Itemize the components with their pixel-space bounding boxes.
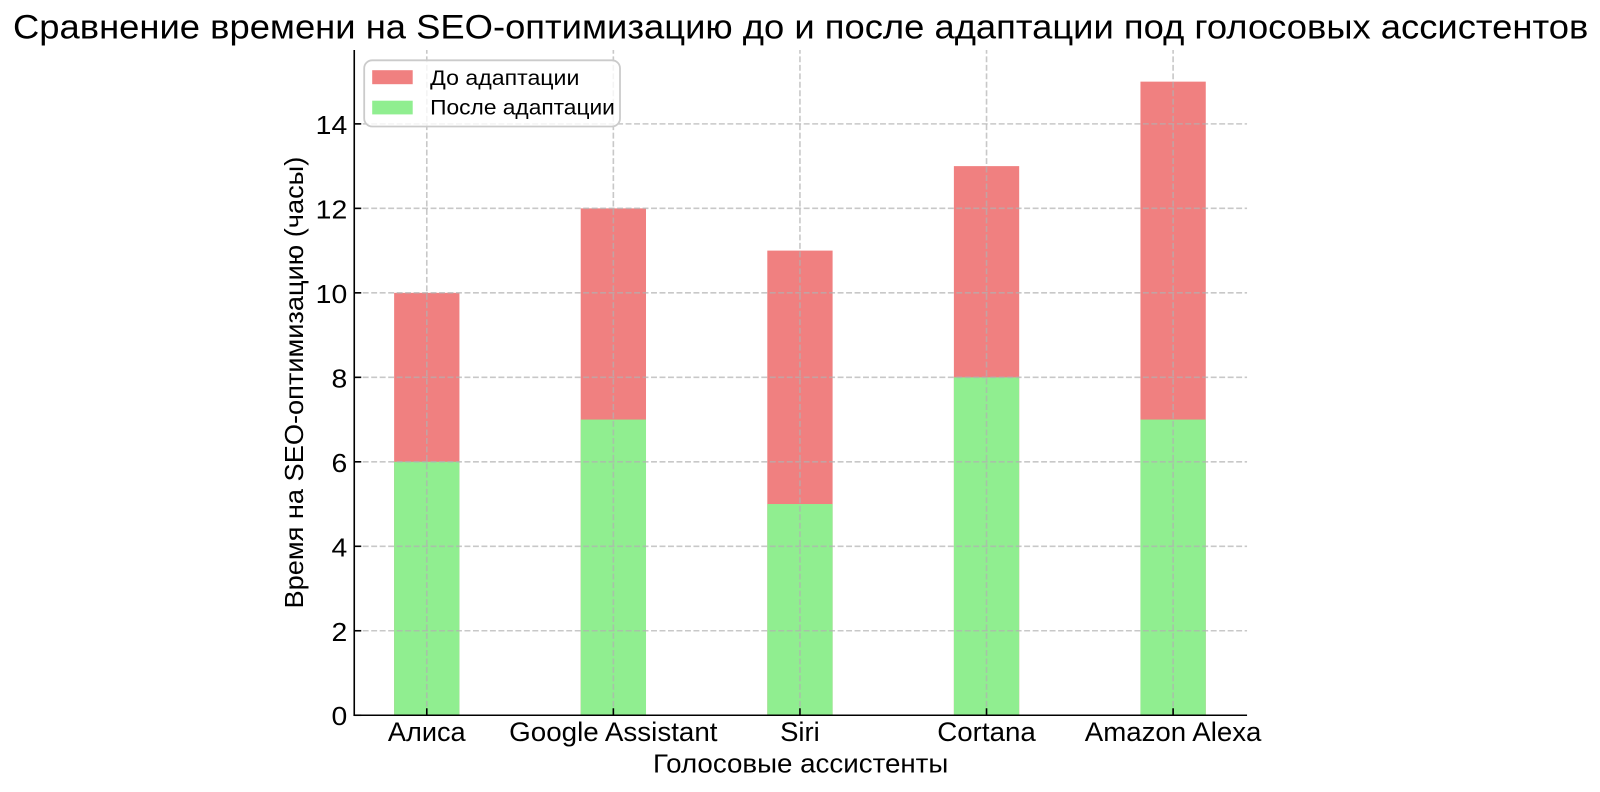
svg-text:2: 2 <box>331 617 347 647</box>
svg-text:0: 0 <box>331 701 347 731</box>
svg-text:12: 12 <box>316 194 348 224</box>
svg-text:4: 4 <box>331 532 347 562</box>
svg-text:Siri: Siri <box>780 717 820 747</box>
svg-text:Google Assistant: Google Assistant <box>509 717 718 747</box>
svg-text:Сравнение времени на SEO-оптим: Сравнение времени на SEO-оптимизацию до … <box>13 8 1588 46</box>
svg-text:8: 8 <box>331 363 347 393</box>
svg-text:Время на SEO-оптимизацию (часы: Время на SEO-оптимизацию (часы) <box>281 157 309 609</box>
svg-text:10: 10 <box>316 279 348 309</box>
svg-text:6: 6 <box>331 448 347 478</box>
svg-text:Cortana: Cortana <box>937 717 1036 747</box>
svg-text:После адаптации: После адаптации <box>430 97 615 120</box>
svg-text:До адаптации: До адаптации <box>430 67 579 90</box>
svg-text:Amazon Alexa: Amazon Alexa <box>1085 717 1262 747</box>
svg-text:Алиса: Алиса <box>388 717 466 747</box>
svg-text:14: 14 <box>316 110 348 140</box>
svg-text:Голосовые ассистенты: Голосовые ассистенты <box>653 749 948 779</box>
